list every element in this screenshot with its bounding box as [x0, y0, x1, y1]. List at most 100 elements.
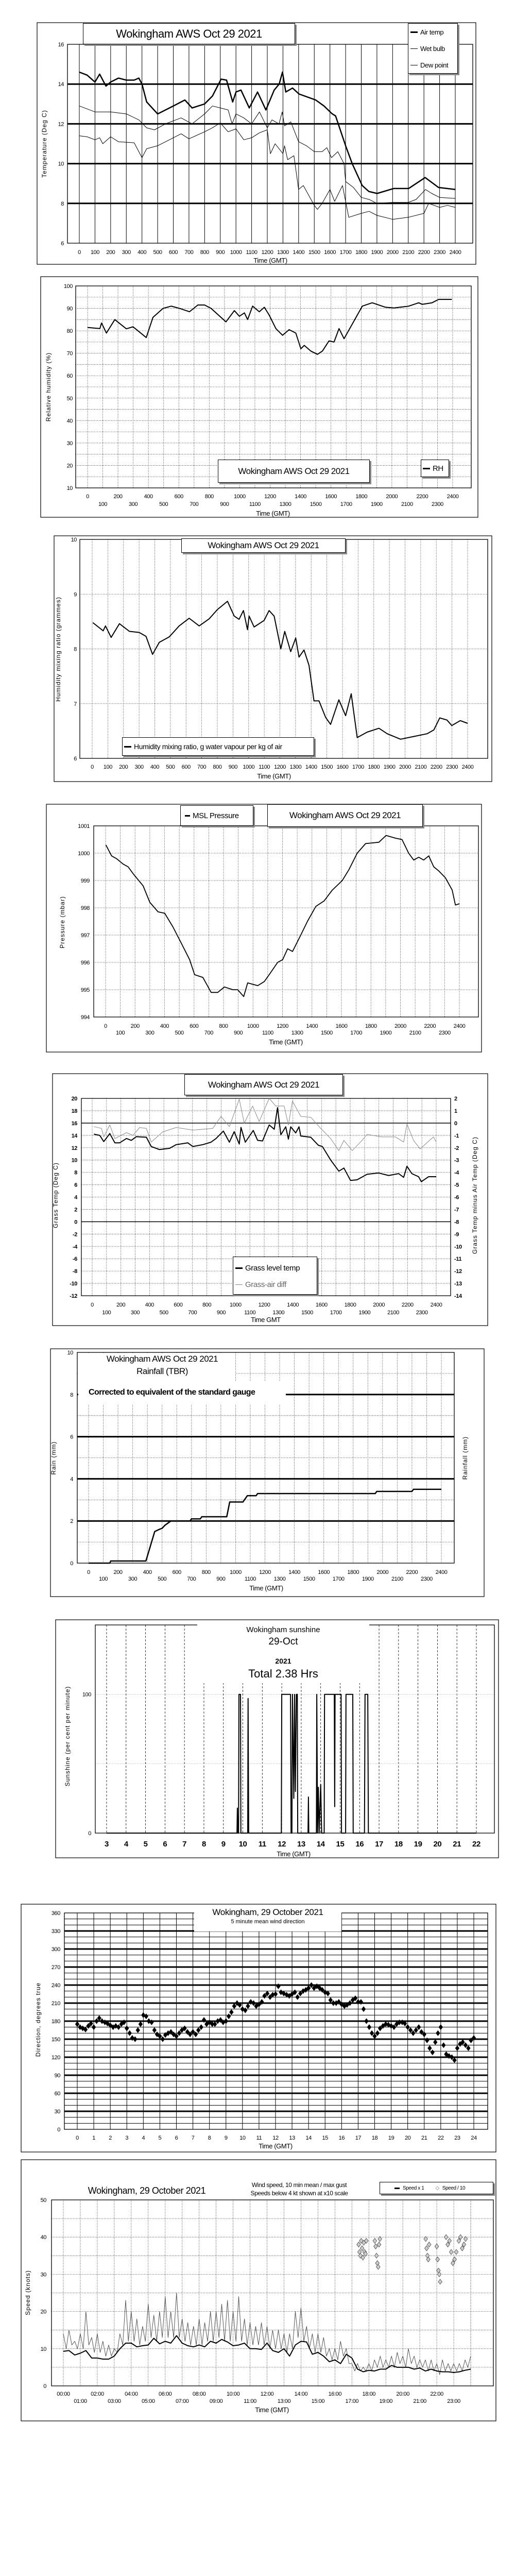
grass-temp-x-tick-label: 1200	[259, 1302, 270, 1308]
wind-speed-y-tick-label: 40	[41, 2234, 47, 2241]
wind-direction-series-direction-point	[455, 2045, 460, 2052]
wind-direction-series-direction-point	[273, 1991, 278, 1997]
mixing-ratio-series-humidity-mixing-ratio-g-water-vapour-per-kg-of-air-line	[92, 601, 468, 740]
temperature-x-tick-label: 2100	[402, 249, 414, 256]
wind-direction-x-tick-label: 14	[305, 2135, 312, 2141]
rainfall-x-tick-label: 900	[216, 1576, 225, 1582]
grass-temp-y-tick-label: -12	[70, 1293, 77, 1299]
rainfall-x-tick-label: 1700	[333, 1576, 345, 1582]
sunshine-series-sunshine-line	[107, 1693, 476, 1834]
wind-direction-series-direction-point	[171, 2031, 176, 2038]
grass-temp-y-tick-label: 4	[74, 1195, 78, 1201]
wind-direction-series-direction-point	[116, 2024, 121, 2030]
wind-direction-series-direction-point	[419, 2029, 424, 2035]
humidity-x-tick-label: 700	[190, 501, 198, 507]
wind-direction-series-direction-point	[295, 1994, 300, 2000]
temperature-x-tick-label: 1200	[262, 249, 273, 256]
wind-direction-series-direction-point	[265, 1990, 270, 1996]
rainfall-x-tick-label: 800	[202, 1569, 211, 1575]
sunshine-x-tick-label: 12	[278, 1840, 286, 1849]
wind-speed-x-tick-label: 06:00	[159, 2391, 172, 2397]
humidity-frame	[40, 276, 478, 518]
wind-speed-chart	[21, 2159, 496, 2421]
wind-direction-series-direction-point	[268, 1994, 272, 2000]
humidity-x-tick-label: 800	[205, 494, 214, 500]
mixing-ratio-x-tick-label: 800	[213, 764, 221, 770]
temperature-x-tick-label: 900	[216, 249, 225, 256]
wind-speed-x-tick-label: 11:00	[244, 2398, 256, 2404]
pressure-chart	[46, 804, 482, 1053]
temperature-x-tick-label: 700	[184, 249, 193, 256]
wind-speed-x-tick-label: 17:00	[346, 2398, 359, 2404]
rain-chart-note: Corrected to equivalent of the standard …	[89, 1388, 255, 1397]
pressure-y-tick-label: 997	[81, 933, 90, 939]
wind-direction-y-tick-label: 180	[52, 2019, 60, 2025]
grass-temp-x-tick-label: 700	[188, 1310, 197, 1316]
pressure-x-tick-label: 400	[160, 1023, 169, 1029]
mixing-ratio-y-tick-label: 10	[71, 537, 77, 543]
wind-direction-x-tick-label: 18	[372, 2135, 378, 2141]
temperature-x-tick-label: 2300	[434, 249, 445, 256]
wind-direction-y-tick-label: 30	[55, 2109, 61, 2115]
wind-direction-series-direction-point	[369, 2030, 374, 2036]
temperature-y-tick-label: 6	[61, 241, 64, 247]
rainfall-y-tick-label: 2	[70, 1518, 73, 1524]
grass-temp-x-tick-label: 900	[217, 1310, 226, 1316]
wind-speed-series-speed-10-point	[423, 2236, 428, 2242]
sunshine-x-tick-label: 22	[472, 1840, 480, 1849]
rainfall-x-tick-label: 300	[128, 1576, 137, 1582]
wind-direction-series-direction-point	[133, 2036, 138, 2042]
mixing-ratio-x-tick-label: 1300	[289, 764, 301, 770]
pressure-y-tick-label: 1001	[78, 823, 90, 829]
wind-speed-series-max-gust-line	[63, 2293, 471, 2375]
wind-direction-series-direction-point	[83, 2026, 88, 2032]
sunshine-x-tick-label: 20	[433, 1840, 441, 1849]
pressure-x-tick-label: 800	[219, 1023, 228, 1029]
humidity-x-tick-label: 1000	[234, 494, 246, 500]
wind-direction-series-direction-point	[97, 2015, 101, 2021]
wind-speed-series-speed-10-point	[460, 2245, 465, 2251]
pressure-x-tick-label: 2200	[424, 1023, 436, 1029]
sunshine-chart-title: Wokingham sunshine	[246, 1625, 320, 1634]
wind-direction-series-direction-point	[199, 2024, 203, 2030]
wind-direction-series-direction-point	[391, 2024, 397, 2030]
wind-direction-series-direction-point	[168, 2029, 174, 2035]
humidity-y-tick-label: 20	[67, 463, 73, 469]
wind-direction-series-direction-point	[303, 1987, 308, 1993]
humidity-series-rh-line	[87, 299, 452, 355]
grass-temp-y-tick-label: -8	[73, 1268, 77, 1275]
grass-temp-y-right-tick-label: -8	[454, 1219, 459, 1225]
grass-temp-y-tick-label: 10	[72, 1158, 78, 1164]
wind-speed-series-speed-10-point	[463, 2236, 468, 2242]
humidity-x-tick-label: 1400	[295, 494, 306, 500]
wind-direction-series-direction-point	[320, 1987, 324, 1993]
wind-direction-series-direction-point	[185, 2029, 190, 2035]
pressure-x-tick-label: 2000	[394, 1023, 406, 1029]
temperature-y-tick-label: 14	[58, 81, 64, 88]
rainfall-x-tick-label: 0	[87, 1569, 90, 1575]
legend-label: Wet bulb	[420, 44, 445, 53]
rainfall-plot-area	[77, 1352, 455, 1564]
wind-direction-series-direction-point	[383, 2021, 388, 2027]
grass-temp-x-tick-label: 2400	[431, 1302, 442, 1308]
legend-label: MSL Pressure	[193, 811, 239, 820]
rain-note-area	[78, 1382, 286, 1405]
grass-temp-plot-area	[81, 1098, 451, 1296]
temp-chart-title: Wokingham AWS Oct 29 2021	[83, 23, 295, 44]
wind-direction-x-tick-label: 20	[405, 2135, 411, 2141]
wind-speed-series-speed-10-point	[435, 2256, 440, 2263]
humidity-y-tick-label: 60	[67, 373, 73, 379]
sunshine-chart	[55, 1619, 499, 1858]
legend-item-dew-point: Dew point	[408, 57, 457, 73]
grass-temp-x-tick-label: 100	[102, 1310, 111, 1316]
humidity-x-tick-label: 0	[86, 494, 89, 500]
wind-direction-series-direction-point	[177, 2030, 182, 2036]
rainfall-x-tick-label: 1300	[274, 1576, 286, 1582]
direction-title-area	[194, 1909, 341, 1931]
wind-direction-series-direction-point	[364, 2018, 369, 2024]
rainfall-y-right-axis-label: Rainfall (mm)	[461, 1436, 469, 1480]
wind-direction-series-direction-point	[436, 2030, 440, 2036]
pressure-x-tick-label: 300	[145, 1030, 154, 1036]
wind-direction-series-direction-point	[89, 2021, 93, 2027]
mixing-ratio-x-tick-label: 900	[229, 764, 237, 770]
